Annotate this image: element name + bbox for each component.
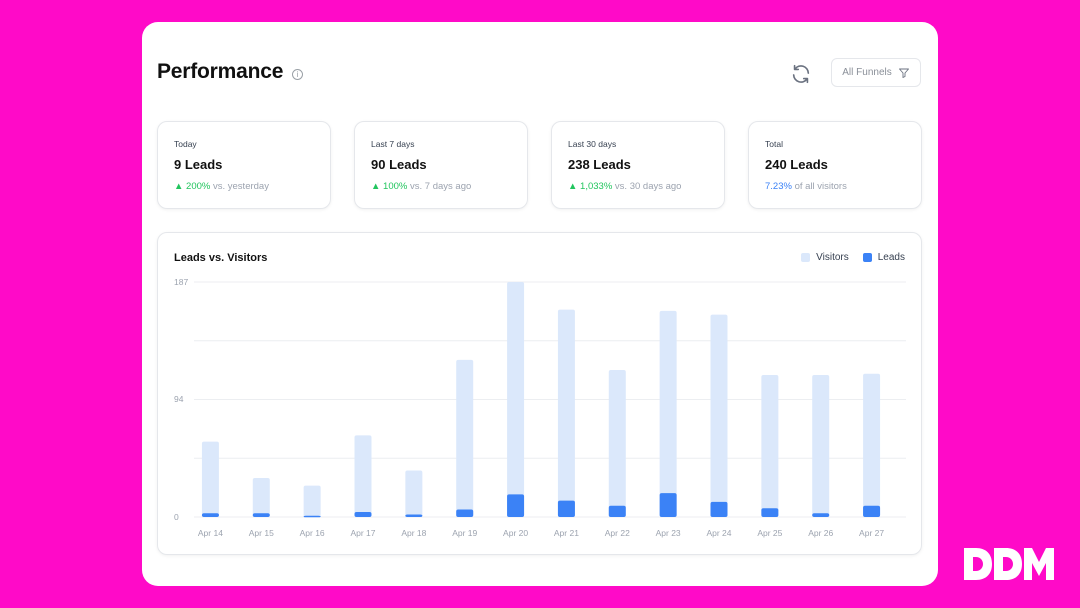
up-arrow-icon: ▲	[371, 181, 381, 192]
bar-visitors	[507, 282, 525, 517]
bar-leads	[557, 500, 575, 517]
legend-visitors[interactable]: Visitors	[801, 252, 849, 263]
funnel-filter-button[interactable]: All Funnels	[831, 58, 921, 87]
bar-visitors	[354, 435, 372, 517]
bar-leads	[507, 494, 525, 517]
bar-leads	[608, 505, 626, 517]
bar-leads	[303, 515, 321, 518]
bar-leads	[201, 513, 219, 517]
bar-leads	[761, 508, 779, 517]
bar-visitors	[456, 359, 474, 517]
x-tick-label: Apr 19	[452, 528, 477, 538]
bar-visitors	[812, 374, 830, 517]
stat-change-value: 7.23%	[765, 181, 792, 192]
bar-visitors	[659, 310, 677, 517]
y-tick-label: 187	[174, 277, 188, 287]
performance-panel: Performance i All Funnels Today 9 Leads …	[142, 22, 938, 586]
stat-value: 90 Leads	[371, 157, 427, 172]
bar-visitors	[201, 441, 219, 517]
up-arrow-icon: ▲	[174, 181, 184, 192]
funnel-filter-label: All Funnels	[842, 67, 892, 78]
y-tick-label: 0	[174, 512, 179, 522]
stat-label: Today	[174, 139, 197, 149]
bar-visitors	[405, 470, 423, 517]
stat-label: Total	[765, 139, 783, 149]
chart-title: Leads vs. Visitors	[174, 252, 268, 264]
bar-leads	[863, 505, 881, 517]
stat-change-suffix: vs. 7 days ago	[410, 181, 472, 192]
stat-change: ▲ 100% vs. 7 days ago	[371, 181, 471, 192]
ddm-logo	[964, 548, 1054, 580]
x-tick-label: Apr 22	[605, 528, 630, 538]
x-tick-label: Apr 24	[706, 528, 731, 538]
up-arrow-icon: ▲	[568, 181, 578, 192]
bar-leads	[456, 509, 474, 517]
bar-visitors	[863, 373, 881, 517]
chart-legend: Visitors Leads	[801, 252, 905, 263]
bar-visitors	[608, 369, 626, 517]
bar-visitors	[557, 309, 575, 517]
legend-leads[interactable]: Leads	[862, 252, 905, 263]
bar-leads	[812, 513, 830, 517]
stat-card-30-days: Last 30 days 238 Leads ▲ 1,033% vs. 30 d…	[551, 121, 725, 209]
legend-swatch-leads	[862, 253, 872, 262]
stat-card-7-days: Last 7 days 90 Leads ▲ 100% vs. 7 days a…	[354, 121, 528, 209]
x-tick-label: Apr 16	[300, 528, 325, 538]
stat-card-today: Today 9 Leads ▲ 200% vs. yesterday	[157, 121, 331, 209]
legend-label: Visitors	[816, 252, 849, 263]
stat-change: 7.23% of all visitors	[765, 181, 847, 192]
stat-change-value: 1,033%	[580, 181, 613, 192]
filter-icon	[898, 68, 909, 78]
stat-change-suffix: of all visitors	[794, 181, 847, 192]
bar-visitors	[710, 314, 728, 517]
bar-leads	[659, 493, 677, 517]
bar-chart: 0 94 187 Apr 14 Apr 15 Apr 16 Apr 17 Apr 18 Apr …	[174, 277, 906, 538]
bar-visitors	[252, 478, 270, 517]
x-tick-label: Apr 15	[249, 528, 274, 538]
bar-leads	[354, 511, 372, 517]
refresh-icon[interactable]	[790, 63, 812, 85]
x-tick-label: Apr 25	[757, 528, 782, 538]
info-icon[interactable]: i	[292, 69, 303, 80]
bar-leads	[405, 514, 423, 517]
stat-value: 9 Leads	[174, 157, 223, 172]
stat-change-value: 100%	[383, 181, 408, 192]
stat-label: Last 30 days	[568, 139, 617, 149]
stat-change: ▲ 200% vs. yesterday	[174, 181, 269, 192]
x-tick-label: Apr 14	[198, 528, 223, 538]
bar-leads	[252, 513, 270, 517]
stat-label: Last 7 days	[371, 139, 415, 149]
bar-visitors	[761, 374, 779, 517]
x-tick-label: Apr 17	[350, 528, 375, 538]
stat-change-suffix: vs. 30 days ago	[614, 181, 682, 192]
x-tick-label: Apr 27	[859, 528, 884, 538]
stat-value: 240 Leads	[765, 157, 828, 172]
bar-leads	[710, 501, 728, 517]
legend-label: Leads	[877, 252, 905, 263]
x-tick-label: Apr 18	[401, 528, 426, 538]
stat-change-suffix: vs. yesterday	[213, 181, 269, 192]
x-tick-label: Apr 26	[808, 528, 833, 538]
x-tick-label: Apr 20	[503, 528, 528, 538]
y-tick-label: 94	[174, 394, 184, 404]
bar-visitors	[303, 485, 321, 517]
x-tick-label: Apr 23	[656, 528, 681, 538]
legend-swatch-visitors	[801, 253, 811, 262]
x-tick-label: Apr 21	[554, 528, 579, 538]
leads-visitors-chart-card: Leads vs. Visitors Visitors Leads 0 94 187…	[157, 232, 922, 555]
page-title: Performance	[157, 60, 284, 83]
stat-change: ▲ 1,033% vs. 30 days ago	[568, 181, 681, 192]
stat-card-total: Total 240 Leads 7.23% of all visitors	[748, 121, 922, 209]
stat-change-value: 200%	[186, 181, 211, 192]
stat-value: 238 Leads	[568, 157, 631, 172]
